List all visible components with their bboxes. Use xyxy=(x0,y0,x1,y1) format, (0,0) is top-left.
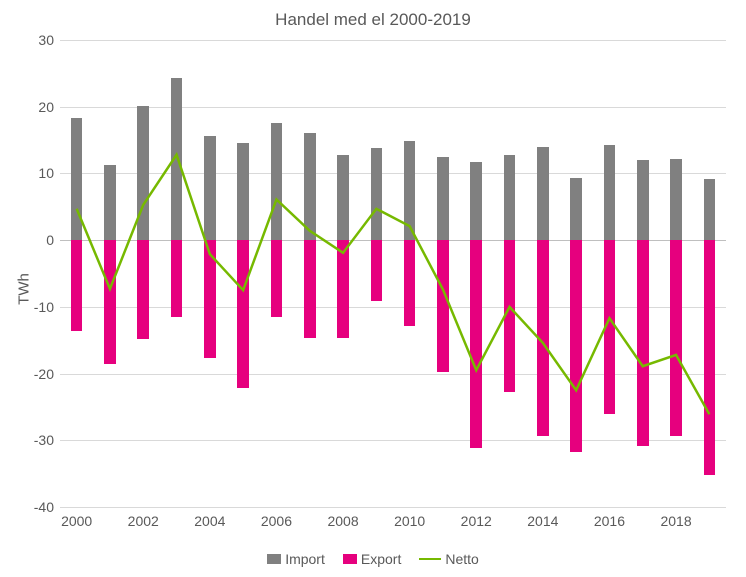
y-tick-label: 0 xyxy=(46,232,60,248)
x-tick-label: 2004 xyxy=(194,507,225,529)
x-tick-label: 2010 xyxy=(394,507,425,529)
chart-title: Handel med el 2000-2019 xyxy=(0,10,746,30)
x-tick-label: 2014 xyxy=(527,507,558,529)
x-tick-label: 2016 xyxy=(594,507,625,529)
y-tick-label: -20 xyxy=(34,366,60,382)
legend-label-netto: Netto xyxy=(445,551,478,567)
netto-line xyxy=(60,40,726,507)
chart-container: Handel med el 2000-2019 TWh -40-30-20-10… xyxy=(0,0,746,577)
y-tick-label: -40 xyxy=(34,499,60,515)
legend-swatch-import xyxy=(267,554,281,564)
x-tick-label: 2018 xyxy=(660,507,691,529)
plot-area: -40-30-20-100102030200020022004200620082… xyxy=(60,40,726,507)
legend: Import Export Netto xyxy=(0,551,746,567)
legend-label-import: Import xyxy=(285,551,325,567)
x-tick-label: 2002 xyxy=(128,507,159,529)
legend-label-export: Export xyxy=(361,551,401,567)
y-tick-label: -10 xyxy=(34,299,60,315)
legend-item-import: Import xyxy=(267,551,325,567)
y-axis-label: TWh xyxy=(15,273,32,305)
y-tick-label: -30 xyxy=(34,432,60,448)
x-tick-label: 2008 xyxy=(327,507,358,529)
y-tick-label: 10 xyxy=(38,165,60,181)
legend-item-export: Export xyxy=(343,551,401,567)
y-tick-label: 30 xyxy=(38,32,60,48)
legend-line-netto xyxy=(419,558,441,561)
y-tick-label: 20 xyxy=(38,99,60,115)
legend-swatch-export xyxy=(343,554,357,564)
grid-line xyxy=(60,507,726,508)
x-tick-label: 2000 xyxy=(61,507,92,529)
legend-item-netto: Netto xyxy=(419,551,478,567)
x-tick-label: 2012 xyxy=(461,507,492,529)
x-tick-label: 2006 xyxy=(261,507,292,529)
